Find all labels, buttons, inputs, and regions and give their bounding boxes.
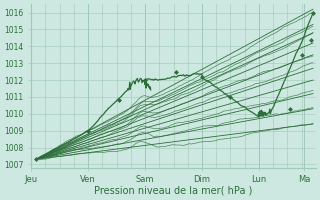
X-axis label: Pression niveau de la mer( hPa ): Pression niveau de la mer( hPa ) [94,186,253,196]
